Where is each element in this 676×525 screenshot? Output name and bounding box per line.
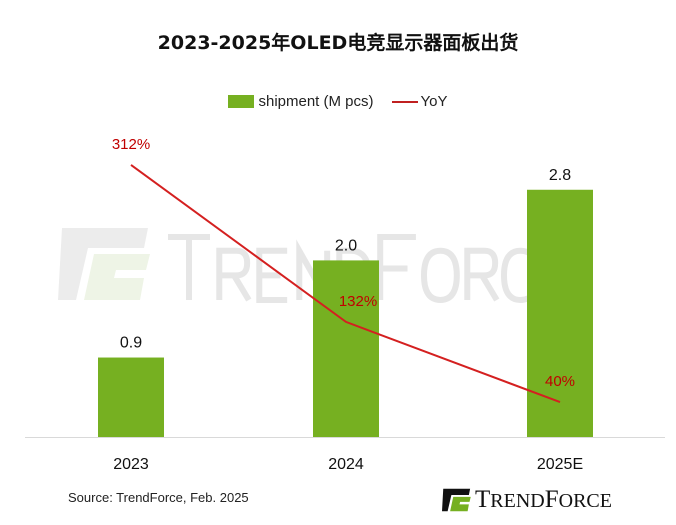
yoy-label-2025E: 40% bbox=[545, 373, 575, 390]
legend-swatch-shipment bbox=[228, 95, 255, 108]
x-tick-2024: 2024 bbox=[328, 456, 364, 473]
x-tick-2025E: 2025E bbox=[537, 456, 583, 473]
yoy-label-2024: 132% bbox=[339, 293, 377, 310]
yoy-label-2023: 312% bbox=[112, 136, 150, 153]
trendforce-logo: TRENDFORCE bbox=[442, 486, 612, 514]
bar-label-2024: 2.0 bbox=[335, 237, 357, 254]
watermark-letter bbox=[464, 247, 500, 302]
legend-label-shipment: shipment (M pcs) bbox=[258, 93, 374, 110]
bar-label-2025E: 2.8 bbox=[549, 167, 571, 184]
trendforce-logo-icon bbox=[442, 488, 471, 512]
watermark-letter bbox=[377, 233, 416, 300]
legend-swatch-yoy bbox=[391, 100, 418, 103]
bar-2024 bbox=[313, 260, 379, 437]
watermark-letter bbox=[168, 233, 210, 300]
legend: shipment (M pcs) YoY bbox=[0, 93, 676, 110]
chart-title: 2023-2025年OLED电竞显示器面板出货 bbox=[157, 32, 519, 54]
watermark-letter bbox=[501, 247, 538, 304]
watermark-logo-icon bbox=[58, 228, 150, 300]
watermark-letter bbox=[216, 247, 252, 302]
watermark-letter bbox=[421, 247, 460, 304]
legend-label-yoy: YoY bbox=[420, 93, 448, 110]
x-tick-2023: 2023 bbox=[113, 456, 149, 473]
bar-2023 bbox=[98, 357, 164, 437]
watermark-letter bbox=[256, 247, 288, 304]
source-note: Source: TrendForce, Feb. 2025 bbox=[68, 490, 249, 505]
bar-label-2023: 0.9 bbox=[120, 335, 142, 352]
bar-2025E bbox=[527, 189, 593, 437]
